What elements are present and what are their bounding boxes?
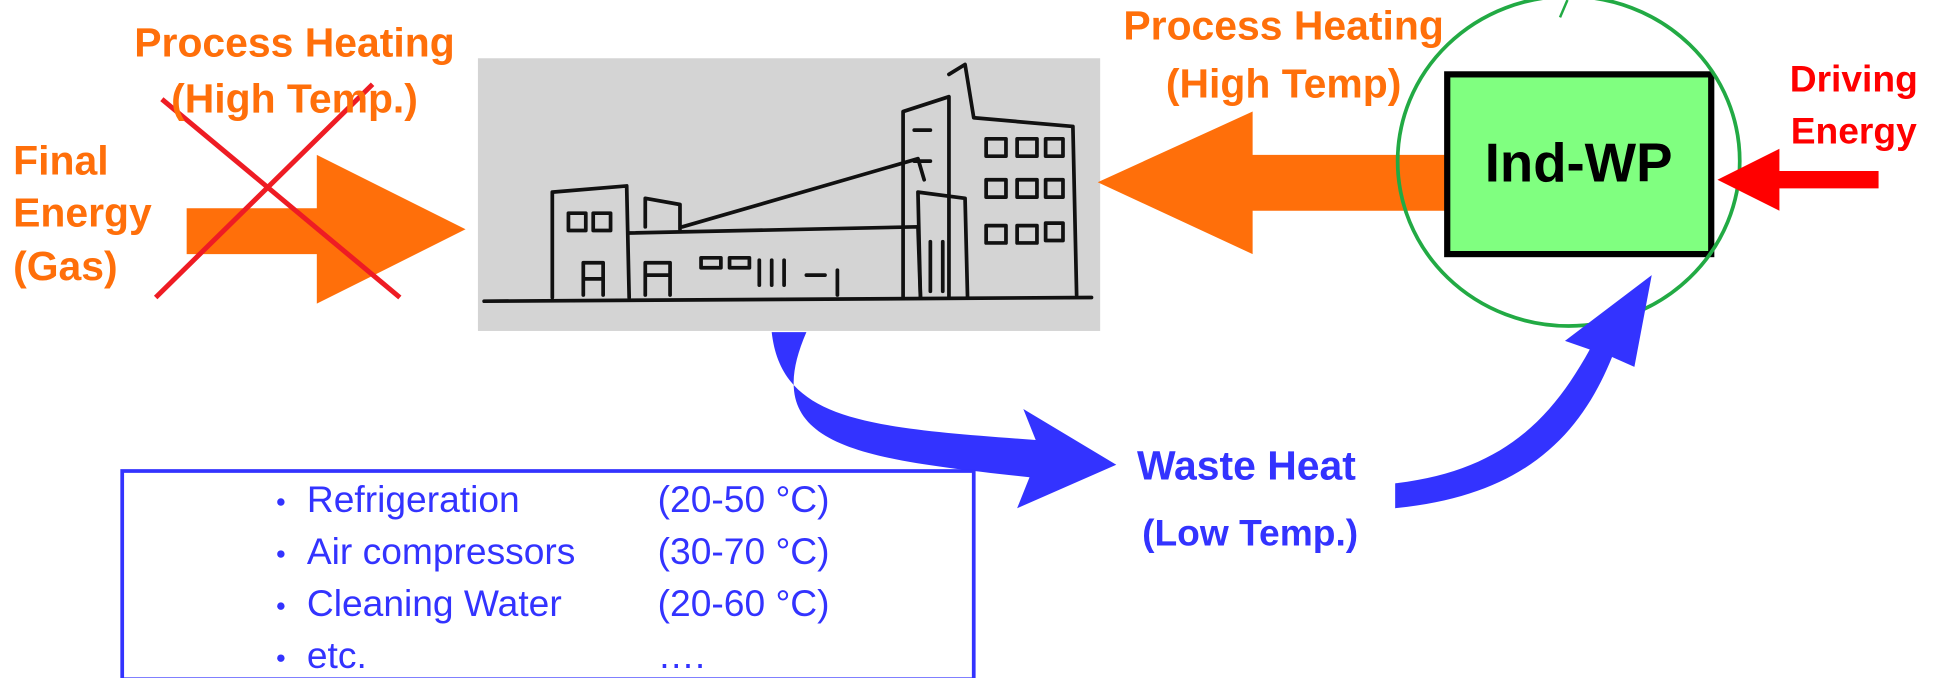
factory	[477, 58, 1101, 331]
waste-heat-label: (Low Temp.)	[1142, 511, 1358, 553]
bullet	[277, 498, 285, 506]
source-name: etc.	[307, 634, 367, 676]
final-energy-label: Final	[13, 137, 108, 183]
waste-heat-to-pump-arrow	[1395, 275, 1652, 509]
bullet	[277, 550, 285, 558]
waste-heat-arrow	[771, 332, 1117, 509]
driving-energy-arrow	[1717, 148, 1879, 211]
final-energy-arrow	[186, 154, 466, 304]
cross-line	[160, 97, 402, 300]
highlight-ellipse	[1395, 0, 1742, 328]
pointer-line	[1558, 0, 1569, 18]
source-range: ….	[658, 634, 705, 676]
final-energy-label: Energy	[13, 189, 152, 235]
driving-energy-label: Energy	[1791, 110, 1917, 152]
process-heat-arrow	[1097, 111, 1445, 255]
source-list: Refrigeration (20-50 °C) Air compressors (3…	[277, 478, 830, 676]
heat-pump-label: Ind-WP	[1485, 133, 1673, 194]
source-list-box	[120, 469, 976, 678]
cross-line	[153, 82, 375, 300]
heat-pump-box	[1444, 71, 1715, 258]
waste-heat-label: Waste Heat	[1137, 442, 1356, 488]
source-range: (30-70 °C)	[658, 530, 830, 572]
driving-energy-label: Driving	[1790, 58, 1918, 100]
process-heating-label: (High Temp.)	[171, 75, 418, 121]
source-name: Cleaning Water	[307, 582, 562, 624]
process-heating-label: (High Temp)	[1166, 61, 1401, 107]
source-name: Air compressors	[307, 530, 576, 572]
bullet	[277, 654, 285, 662]
final-energy-label: (Gas)	[13, 243, 118, 289]
source-range: (20-50 °C)	[658, 478, 830, 520]
bullet	[277, 602, 285, 610]
process-heating-label: Process Heating	[1123, 2, 1443, 48]
process-heating-label: Process Heating	[134, 20, 454, 66]
source-range: (20-60 °C)	[658, 582, 830, 624]
source-name: Refrigeration	[307, 478, 520, 520]
